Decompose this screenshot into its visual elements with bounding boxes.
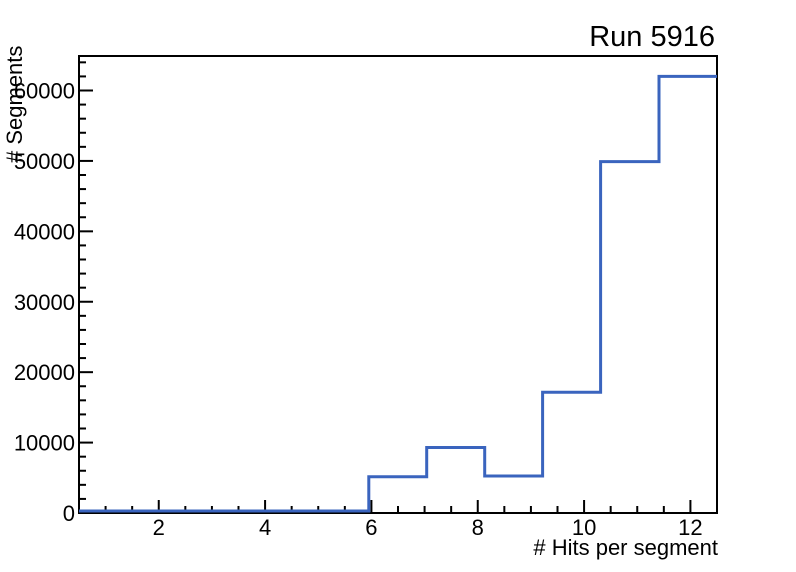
x-tick-label: 10 bbox=[572, 515, 596, 540]
y-tick-label: 60000 bbox=[14, 79, 75, 104]
x-tick-label: 4 bbox=[259, 515, 271, 540]
x-axis-title: # Hits per segment bbox=[533, 535, 718, 560]
x-tick-label: 12 bbox=[678, 515, 702, 540]
y-tick-label: 0 bbox=[63, 501, 75, 526]
plot-frame bbox=[78, 55, 718, 514]
y-tick-label: 20000 bbox=[14, 360, 75, 385]
y-tick-label: 30000 bbox=[14, 290, 75, 315]
chart-title: Run 5916 bbox=[589, 21, 715, 53]
y-tick-label: 40000 bbox=[14, 219, 75, 244]
y-tick-label: 10000 bbox=[14, 431, 75, 456]
histogram-line bbox=[79, 74, 717, 513]
x-tick-label: 6 bbox=[365, 515, 377, 540]
x-tick-label: 8 bbox=[472, 515, 484, 540]
y-tick-label: 50000 bbox=[14, 149, 75, 174]
x-tick-label: 2 bbox=[153, 515, 165, 540]
